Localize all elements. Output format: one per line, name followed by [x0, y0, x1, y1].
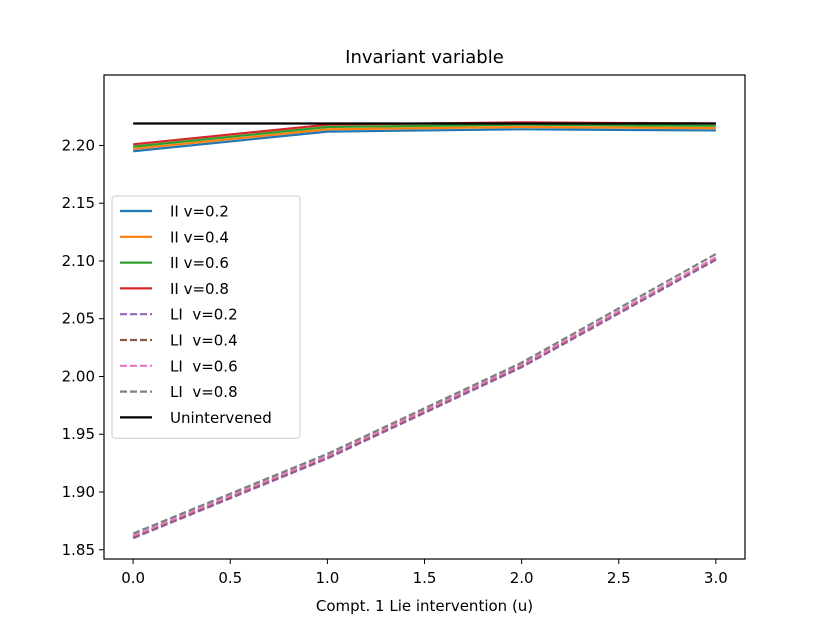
- legend: II v=0.2 II v=0.4 II v=0.6 II v=0.8 LI v=0.2…: [111, 195, 301, 439]
- y-tick-label: 1.85: [62, 541, 95, 559]
- series-line-3: [133, 123, 716, 148]
- legend-label: Unintervened: [170, 409, 272, 427]
- series-line-1: [133, 128, 716, 153]
- x-tick-label: 1.0: [315, 569, 339, 587]
- y-tick-label: 2.20: [62, 136, 95, 154]
- ticks-layer: 0.0 0.5 1.0 1.5 2.0 2.5 3.0 1.85 1.90 1.95 2.00 2.0…: [62, 136, 728, 587]
- y-tick-label: 2.00: [62, 367, 95, 385]
- x-tick-label: 3.0: [704, 569, 728, 587]
- series-layer: [132, 121, 717, 540]
- legend-label: II v=0.4: [170, 228, 229, 246]
- series-line-8: [132, 253, 717, 535]
- x-tick-label: 2.5: [607, 569, 631, 587]
- legend-label: II v=0.6: [170, 254, 229, 272]
- y-tick-label: 1.95: [62, 425, 95, 443]
- x-tick-label: 0.5: [218, 569, 242, 587]
- chart-title: Invariant variable: [345, 47, 504, 68]
- y-tick-label: 2.05: [62, 310, 95, 328]
- legend-label: LI v=0.6: [170, 357, 238, 375]
- legend-label: II v=0.2: [170, 203, 229, 221]
- x-tick-label: 2.0: [510, 569, 534, 587]
- legend-label: LI v=0.4: [170, 332, 238, 350]
- y-tick-label: 2.10: [62, 252, 95, 270]
- x-axis-label: Compt. 1 Lie intervention (u): [316, 597, 533, 615]
- legend-box: [111, 195, 301, 439]
- x-tick-label: 1.5: [413, 569, 437, 587]
- legend-label: II v=0.8: [170, 280, 229, 298]
- y-tick-label: 1.90: [62, 483, 95, 501]
- y-tick-label: 2.15: [62, 194, 95, 212]
- x-tick-label: 0.0: [121, 569, 145, 587]
- legend-label: LI v=0.2: [170, 306, 238, 324]
- legend-label: LI v=0.8: [170, 383, 238, 401]
- series-line-7: [132, 256, 717, 537]
- series-line-2: [133, 125, 716, 151]
